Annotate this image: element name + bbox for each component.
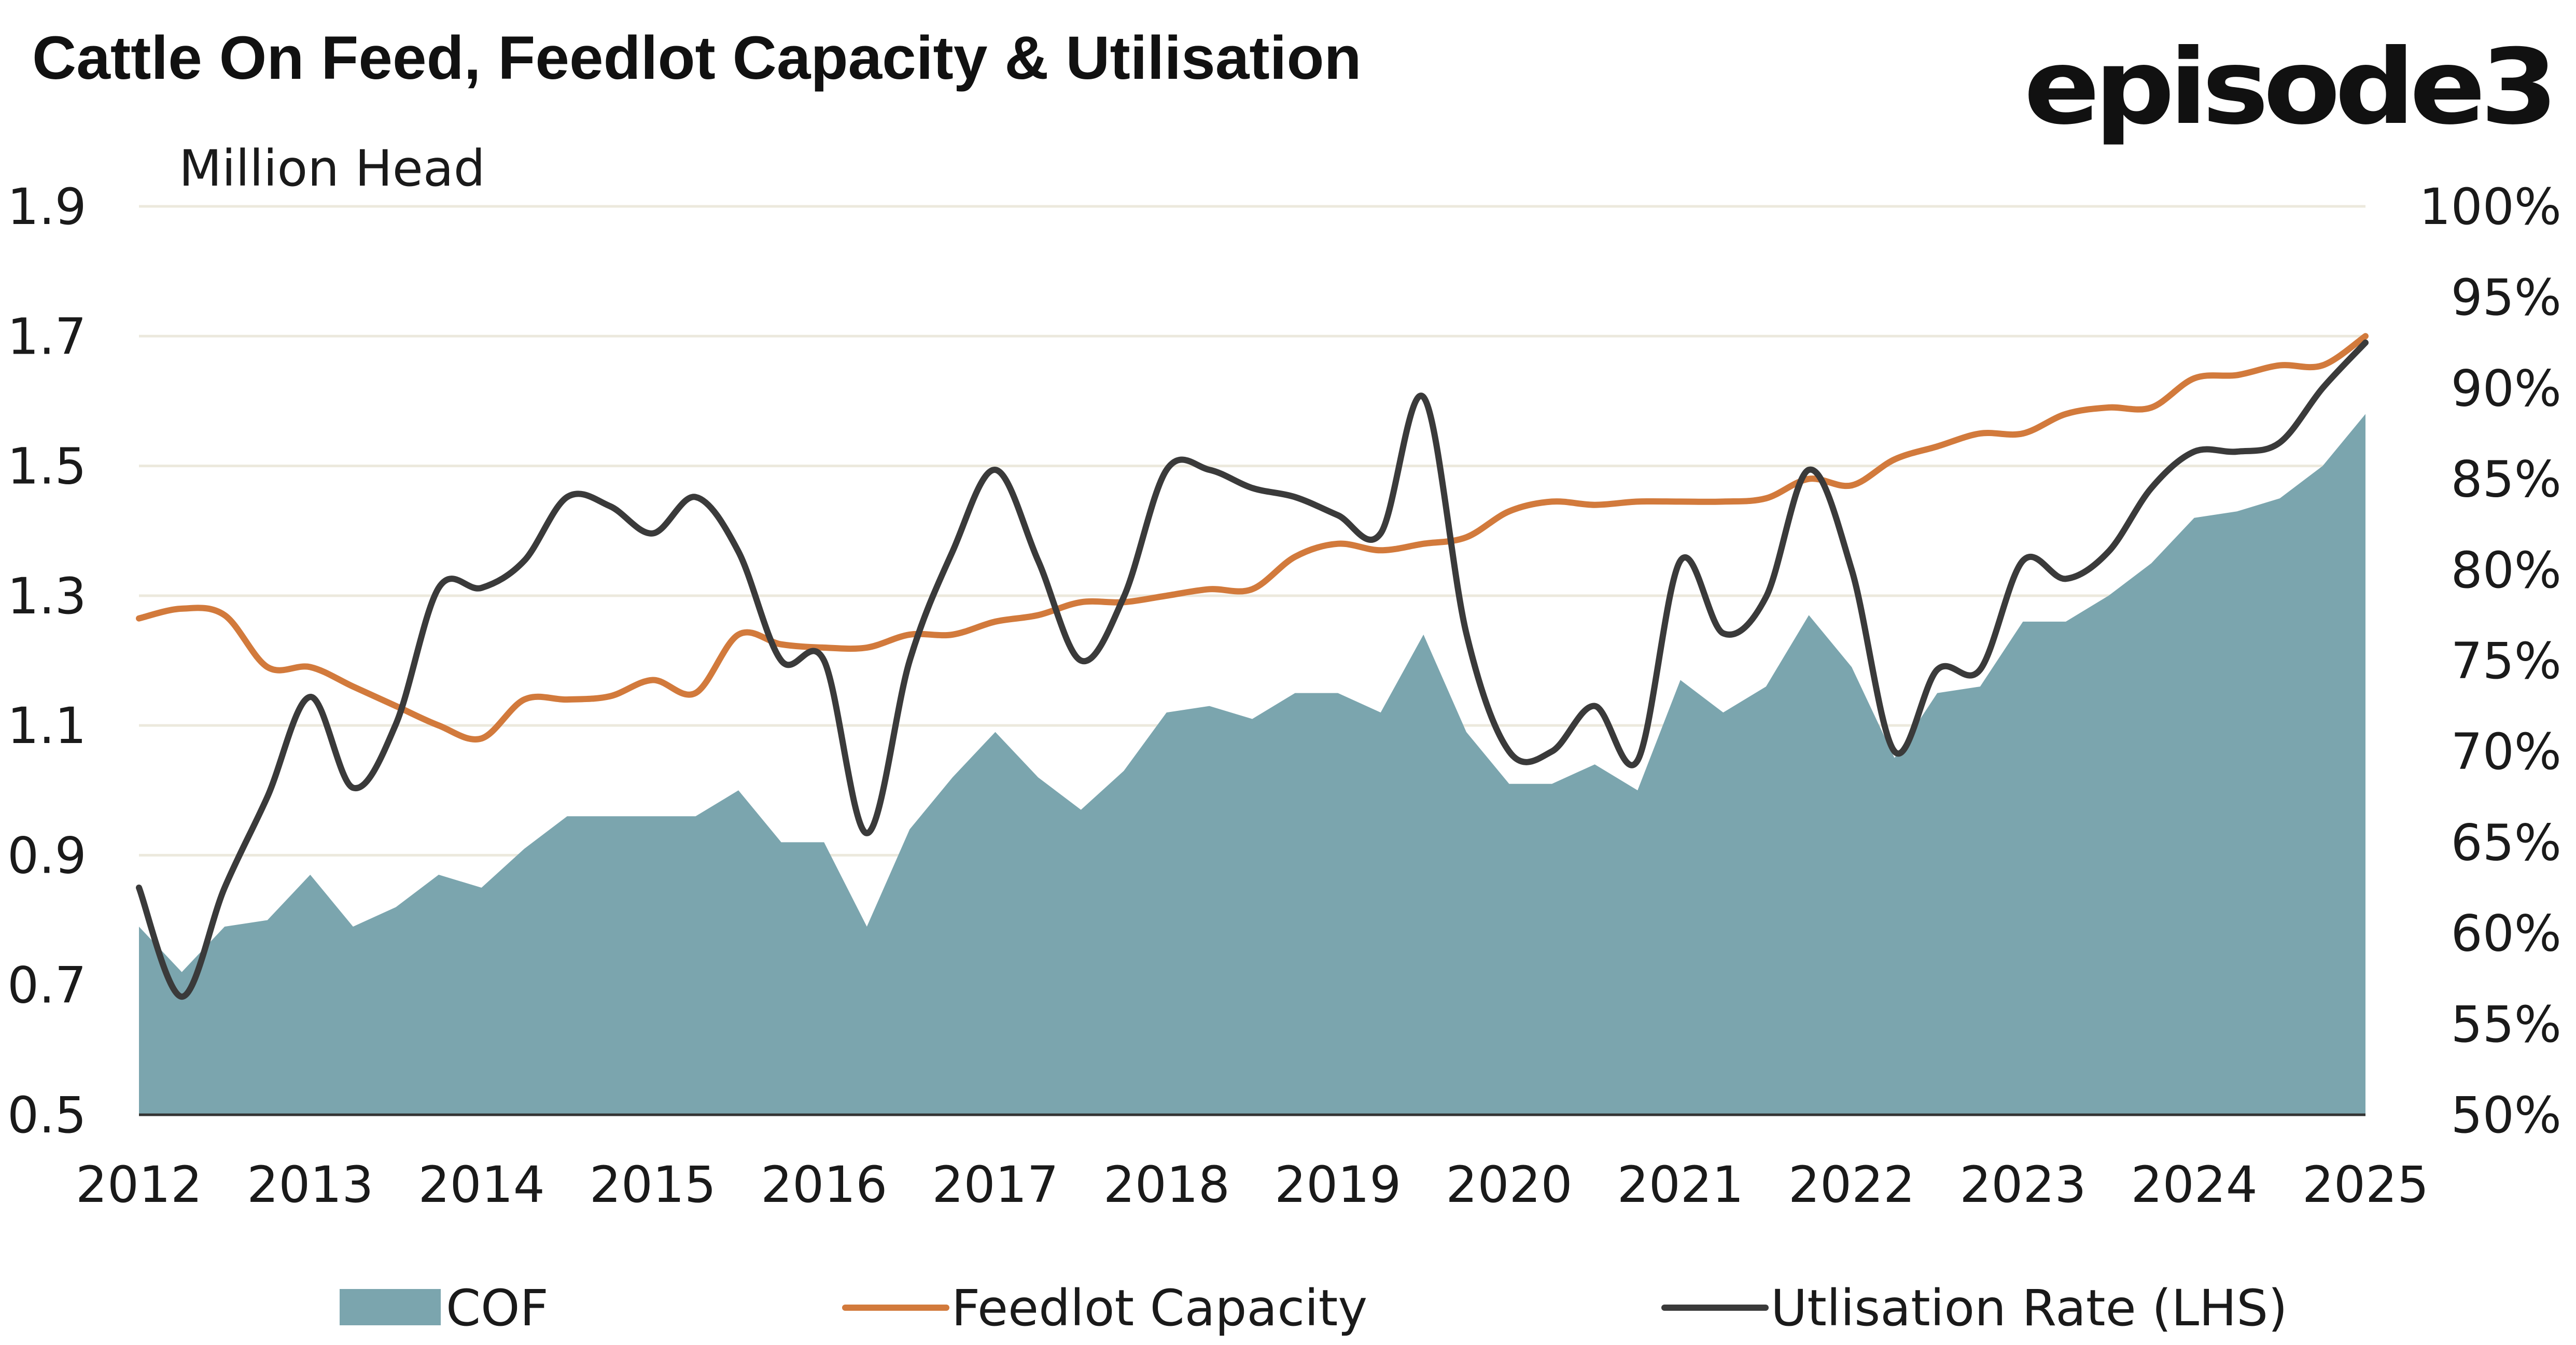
y-left-tick-label: 1.5 bbox=[7, 438, 87, 496]
y-left-tick-label: 1.7 bbox=[7, 307, 87, 366]
y-right-tick-label: 80% bbox=[2451, 541, 2561, 599]
x-tick-label: 2019 bbox=[1275, 1156, 1401, 1214]
line-series-group bbox=[136, 333, 2369, 1000]
y-left-tick-label: 0.7 bbox=[7, 957, 87, 1015]
y-right-tick-label: 65% bbox=[2451, 814, 2561, 872]
x-tick-label: 2013 bbox=[247, 1156, 373, 1214]
y-left-tick-label: 0.5 bbox=[7, 1086, 87, 1144]
x-axis-ticks: 2012 2013 2014 2015 2016 2017 2018 2019 2020 2021… bbox=[76, 1156, 2429, 1214]
y-right-tick-label: 55% bbox=[2451, 996, 2561, 1054]
chart-title: Cattle On Feed, Feedlot Capacity & Utili… bbox=[32, 24, 1362, 92]
y-right-tick-label: 75% bbox=[2451, 632, 2561, 690]
cof-area bbox=[139, 414, 2365, 1115]
x-tick-label: 2024 bbox=[2131, 1156, 2258, 1214]
x-tick-label: 2021 bbox=[1617, 1156, 1744, 1214]
utilisation-rate-line bbox=[136, 339, 2369, 1000]
y-right-tick-label: 50% bbox=[2451, 1086, 2561, 1144]
y-right-tick-label: 85% bbox=[2451, 451, 2561, 509]
y-right-tick-label: 90% bbox=[2451, 359, 2561, 417]
x-tick-label: 2015 bbox=[590, 1156, 716, 1214]
x-tick-label: 2012 bbox=[76, 1156, 202, 1214]
legend-label: Feedlot Capacity bbox=[951, 1279, 1367, 1337]
logo-text: episode3 bbox=[2024, 27, 2553, 148]
feedlot-capacity-line bbox=[136, 333, 2369, 742]
cof-area-series bbox=[139, 414, 2365, 1115]
x-tick-label: 2020 bbox=[1446, 1156, 1572, 1214]
y-axis-unit-label: Million Head bbox=[179, 139, 485, 198]
y-right-tick-label: 100% bbox=[2419, 178, 2561, 236]
x-tick-label: 2022 bbox=[1788, 1156, 1915, 1214]
x-tick-label: 2023 bbox=[1959, 1156, 2086, 1214]
y-right-tick-label: 60% bbox=[2451, 905, 2561, 963]
x-tick-label: 2025 bbox=[2302, 1156, 2429, 1214]
y-axis-right-ticks: 50% 55% 60% 65% 70% 75% 80% 85% 90% 95% 100% bbox=[2419, 178, 2561, 1144]
y-left-tick-label: 1.1 bbox=[7, 697, 87, 755]
y-right-tick-label: 95% bbox=[2451, 269, 2561, 327]
y-left-tick-label: 1.9 bbox=[7, 178, 87, 236]
y-right-tick-label: 70% bbox=[2451, 723, 2561, 781]
y-left-tick-label: 1.3 bbox=[7, 567, 87, 625]
x-tick-label: 2014 bbox=[418, 1156, 544, 1214]
legend: COF Feedlot Capacity Utlisation Rate (LHS) bbox=[340, 1279, 2288, 1337]
legend-label: COF bbox=[446, 1279, 549, 1337]
x-tick-label: 2018 bbox=[1103, 1156, 1230, 1214]
x-tick-label: 2017 bbox=[932, 1156, 1058, 1214]
y-axis-left-ticks: 0.5 0.7 0.9 1.1 1.3 1.5 1.7 1.9 bbox=[7, 178, 87, 1144]
x-tick-label: 2016 bbox=[761, 1156, 887, 1214]
episode3-logo: episode3 bbox=[2024, 27, 2555, 148]
legend-swatch-cof bbox=[340, 1289, 441, 1325]
legend-label: Utlisation Rate (LHS) bbox=[1771, 1279, 2288, 1337]
y-left-tick-label: 0.9 bbox=[7, 826, 87, 885]
